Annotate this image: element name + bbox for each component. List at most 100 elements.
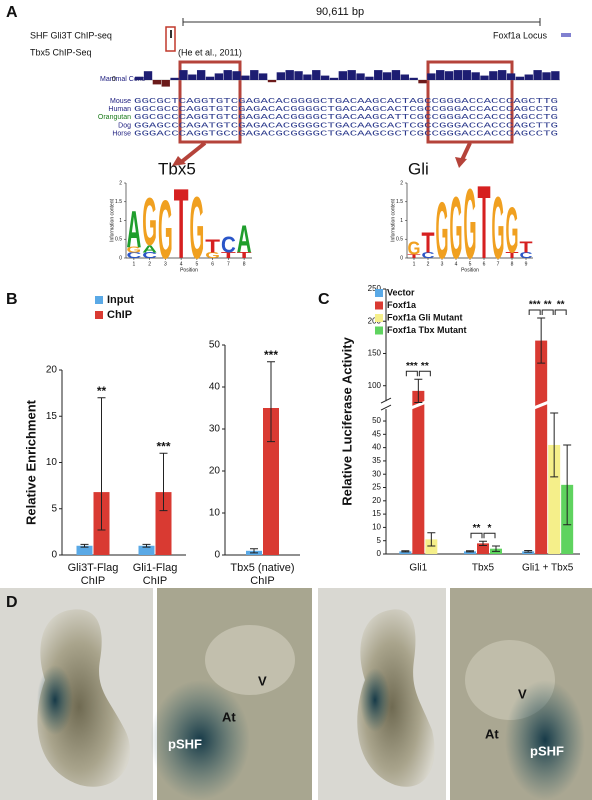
y-tick-label: 40 (209, 382, 221, 393)
image-label: V (518, 686, 527, 701)
logo-letter: G (464, 170, 477, 280)
conservation-bar (285, 70, 294, 80)
image-label: pSHF (168, 736, 202, 751)
x-tick-label: Gli3T-Flag (68, 562, 119, 574)
tissue (205, 625, 295, 695)
tick-label: 6 (211, 261, 214, 267)
error-bar (537, 317, 546, 364)
x-tick-label: ChIP (250, 575, 274, 587)
legend-label: Foxf1a Gli Mutant (387, 312, 463, 322)
error-bar (466, 550, 474, 553)
logo-letter: G (408, 238, 421, 259)
significance: *** (264, 348, 278, 362)
browser-decor (165, 26, 571, 168)
y-tick-label: 25 (372, 483, 381, 492)
conservation-bar (400, 74, 409, 80)
tick-label: 9 (525, 261, 528, 267)
arrow (178, 141, 207, 165)
stain (360, 668, 390, 732)
tick-label: 2 (119, 180, 122, 186)
bracket (405, 370, 418, 377)
conservation-bar (170, 77, 179, 80)
highlight-box (178, 60, 242, 144)
conservation-bar (152, 80, 162, 85)
tick-label: 7 (227, 261, 230, 267)
conservation-bar (135, 76, 144, 80)
legend-swatch (375, 301, 383, 310)
logo-title: Tbx5 (158, 159, 196, 178)
logo-letter: T (422, 227, 436, 259)
logo-letter: G (506, 195, 519, 268)
conservation-bar (223, 70, 232, 80)
significance: * (488, 523, 492, 534)
error-bar (80, 543, 89, 548)
image-label: pSHF (530, 743, 564, 758)
error-bar (401, 550, 410, 553)
tick-label: 4 (455, 261, 458, 267)
y-tick-label: 0 (214, 550, 220, 561)
track-label: Mammal Cons (100, 76, 146, 83)
significance: *** (529, 300, 541, 311)
panel-label: B (6, 291, 18, 308)
bar (535, 340, 548, 554)
conservation-bar (533, 70, 542, 80)
logo-letter: G (205, 252, 220, 261)
y-tick-label: 5 (377, 536, 382, 545)
error-bar (550, 412, 559, 478)
sequence: GGGACCCAGGTGCCGAGACGCGGGGCTGACAAGCGCTCGC… (134, 131, 558, 139)
conservation-bar (391, 70, 401, 80)
image-label: At (222, 709, 236, 724)
axis-break (380, 397, 392, 404)
logo-letter: T (221, 251, 236, 260)
conservation-bar (551, 71, 560, 80)
conservation-bar (471, 72, 480, 80)
significance: ** (97, 384, 107, 398)
bar (548, 444, 561, 554)
bar (76, 545, 93, 555)
citation: (He et al., 2011) (178, 47, 242, 57)
axis-label: Position (461, 267, 479, 273)
significance: *** (156, 439, 170, 453)
conservation-bar (489, 71, 498, 80)
conservation-bar (436, 70, 445, 80)
tick-label: 3 (441, 261, 444, 267)
error-bar (159, 452, 168, 512)
y-tick-label: 45 (372, 429, 381, 438)
logo-letter: G (190, 178, 205, 278)
y-tick-label: 150 (368, 349, 382, 358)
bar-break (410, 400, 427, 410)
peak (170, 30, 172, 38)
species: Dog (118, 122, 131, 129)
y-tick-label: 200 (368, 316, 382, 325)
legend-label: Foxf1a (387, 300, 417, 310)
y-tick-label: 0 (51, 550, 57, 561)
y-tick-label: 20 (372, 496, 381, 505)
y-tick-label: 10 (46, 457, 58, 468)
logo-letter: T (174, 170, 189, 280)
axis-label: Information content (390, 198, 396, 241)
bracket (418, 370, 431, 377)
conservation-bar (498, 70, 507, 80)
legend-label: Vector (387, 287, 415, 297)
conservation-bar (444, 71, 454, 80)
tick-label: 0.5 (115, 237, 122, 243)
y-tick-label: 15 (46, 411, 58, 422)
conservation-bar (480, 75, 489, 80)
tick-label: 8 (511, 261, 514, 267)
y-tick-label: 30 (372, 469, 381, 478)
conservation-bar (329, 77, 339, 80)
tick-label: 1 (413, 261, 416, 267)
conservation-bar (347, 70, 356, 80)
tick-label: 1 (119, 218, 122, 224)
y-tick-label: 0 (377, 549, 382, 558)
conservation-bar (241, 75, 250, 80)
panel-label: D (6, 594, 18, 611)
conservation-bar (515, 76, 525, 80)
legend-swatch (375, 314, 383, 322)
x-tick-label: ChIP (143, 575, 167, 587)
logo-letter: G (127, 246, 142, 255)
locus-icon (561, 33, 571, 37)
logo-letter: T (520, 238, 534, 256)
logo-letter: G (492, 179, 505, 278)
conservation-bar (427, 73, 436, 80)
